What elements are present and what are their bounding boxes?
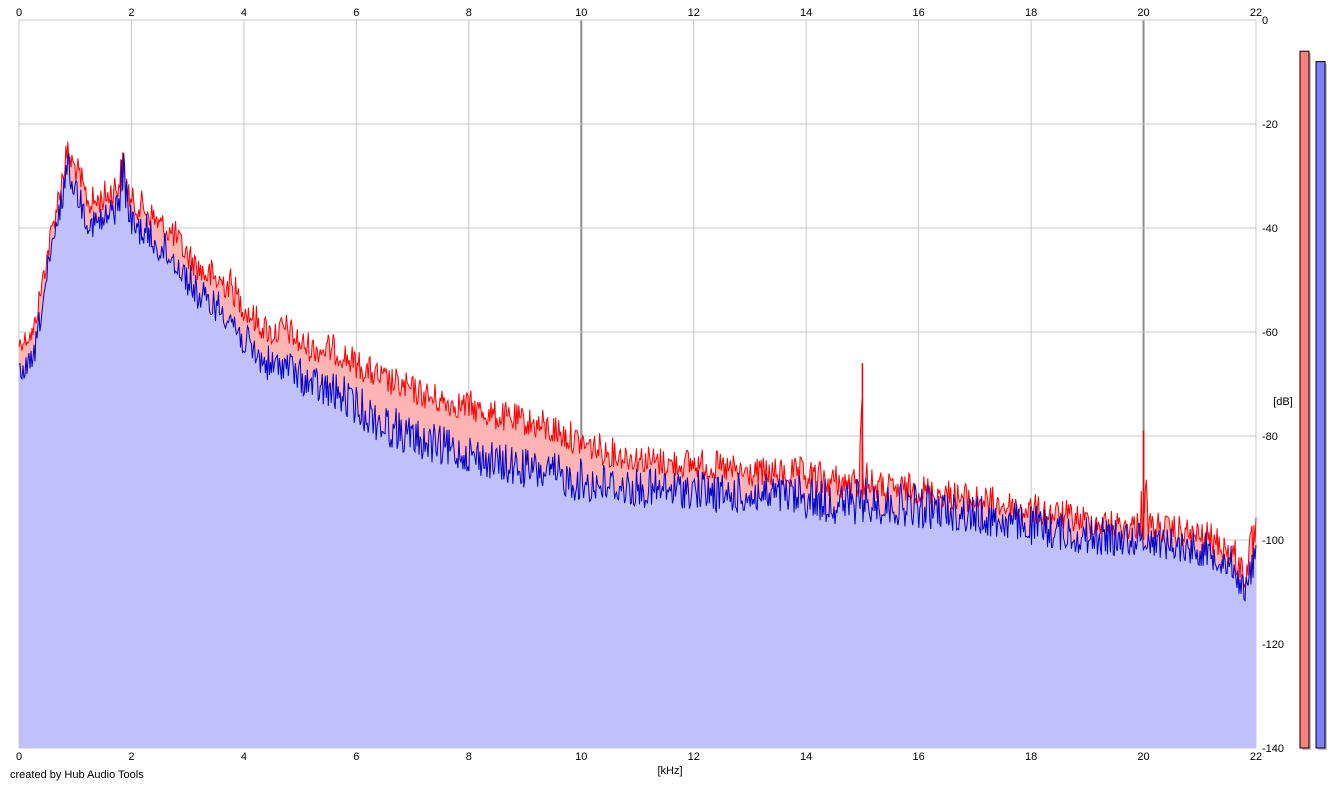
x-tick-label: 8: [466, 7, 472, 19]
x-tick-label: 14: [800, 751, 812, 763]
credit-text: created by Hub Audio Tools: [10, 769, 144, 781]
y-tick-label: -140: [1262, 743, 1284, 755]
level-meter-channel-2: [1315, 61, 1326, 749]
y-tick-label: -20: [1262, 119, 1278, 131]
spectrum-spikes: [861, 363, 1145, 540]
x-tick-label: 16: [913, 7, 925, 19]
y-tick-label: -80: [1262, 431, 1278, 443]
x-tick-label: 20: [1137, 7, 1149, 19]
y-tick-label: -100: [1262, 535, 1284, 547]
spectrum-lines: [18, 141, 1257, 603]
series-2-line: [18, 152, 1257, 603]
x-tick-label: 0: [16, 751, 22, 763]
x-tick-label: 8: [466, 751, 472, 763]
x-tick-label: 12: [688, 751, 700, 763]
x-tick-label: 2: [128, 751, 134, 763]
x-tick-label: 12: [688, 7, 700, 19]
y-tick-labels: 0 -20 -40 -60 -80 -100 -120 -140: [1262, 15, 1284, 755]
x-tick-label: 6: [353, 7, 359, 19]
x-tick-labels-bottom: 0 2 4 6 8 10 12 14 16 18 20 22: [16, 751, 1262, 763]
x-tick-label: 18: [1025, 751, 1037, 763]
x-tick-label: 16: [913, 751, 925, 763]
level-meters: [1299, 50, 1327, 751]
x-tick-label: 6: [353, 751, 359, 763]
x-tick-labels-top: 0 2 4 6 8 10 12 14 16 18 20 22: [16, 7, 1262, 19]
y-tick-label: -60: [1262, 327, 1278, 339]
y-axis-label: [dB]: [1273, 396, 1293, 408]
x-tick-label: 0: [16, 7, 22, 19]
x-tick-label: 4: [241, 7, 247, 19]
x-tick-label: 2: [128, 7, 134, 19]
x-tick-label: 22: [1250, 751, 1262, 763]
x-tick-label: 10: [575, 7, 587, 19]
x-tick-label: 22: [1250, 7, 1262, 19]
level-meter-channel-1: [1299, 50, 1310, 749]
series-1-line: [18, 141, 1257, 589]
x-tick-label: 14: [800, 7, 812, 19]
x-tick-label: 4: [241, 751, 247, 763]
y-tick-label: -40: [1262, 223, 1278, 235]
series-2-area: [19, 152, 1256, 749]
y-tick-label: 0: [1262, 15, 1268, 27]
y-tick-label: -120: [1262, 639, 1284, 651]
x-tick-label: 18: [1025, 7, 1037, 19]
x-axis-label: [kHz]: [657, 765, 682, 777]
spectrum-areas: [19, 141, 1256, 749]
x-tick-label: 20: [1137, 751, 1149, 763]
x-tick-label: 10: [575, 751, 587, 763]
